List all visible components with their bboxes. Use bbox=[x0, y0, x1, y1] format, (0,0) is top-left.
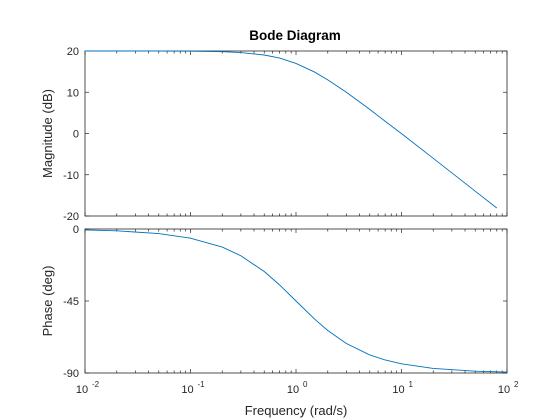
phase-y-ticks: 0 -45 -90 bbox=[63, 224, 507, 380]
x-tick-exponent: 1 bbox=[409, 380, 414, 389]
phase-y-tick-label: 0 bbox=[73, 224, 79, 236]
chart-title: Bode Diagram bbox=[249, 28, 341, 43]
magnitude-y-axis-label: Magnitude (dB) bbox=[40, 89, 55, 178]
phase-series-line bbox=[84, 229, 508, 373]
magnitude-panel: 20 10 0 -10 -20 Magnitude (dB) bbox=[40, 46, 508, 223]
magnitude-y-tick-label: -20 bbox=[63, 211, 79, 223]
magnitude-y-tick-label: 20 bbox=[67, 46, 79, 58]
phase-y-tick-label: -90 bbox=[63, 368, 79, 380]
phase-y-tick-label: -45 bbox=[63, 296, 79, 308]
phase-x-ticks bbox=[84, 229, 508, 373]
magnitude-y-tick-label: -10 bbox=[63, 170, 79, 182]
x-tick-label: 10 bbox=[392, 384, 404, 396]
x-tick-label: 10 bbox=[498, 384, 510, 396]
x-tick-exponent: -1 bbox=[198, 380, 206, 389]
x-tick-label: 10 bbox=[181, 384, 193, 396]
x-tick-exponent: 0 bbox=[303, 380, 308, 389]
magnitude-y-tick-label: 0 bbox=[73, 129, 79, 141]
x-tick-label: 10 bbox=[287, 384, 299, 396]
x-tick-exponent: -2 bbox=[92, 380, 100, 389]
phase-y-axis-label: Phase (deg) bbox=[40, 266, 55, 337]
x-tick-exponent: 2 bbox=[514, 380, 519, 389]
x-tick-labels: 10 -2 10 -1 10 0 10 1 10 2 bbox=[76, 380, 519, 396]
magnitude-plot-frame bbox=[84, 50, 508, 217]
x-axis-label: Frequency (rad/s) bbox=[245, 403, 348, 418]
x-tick-label: 10 bbox=[76, 384, 88, 396]
magnitude-series-line bbox=[85, 50, 498, 209]
phase-panel: 0 -45 -90 Phase (deg) bbox=[40, 224, 508, 380]
magnitude-y-tick-label: 10 bbox=[67, 87, 79, 99]
